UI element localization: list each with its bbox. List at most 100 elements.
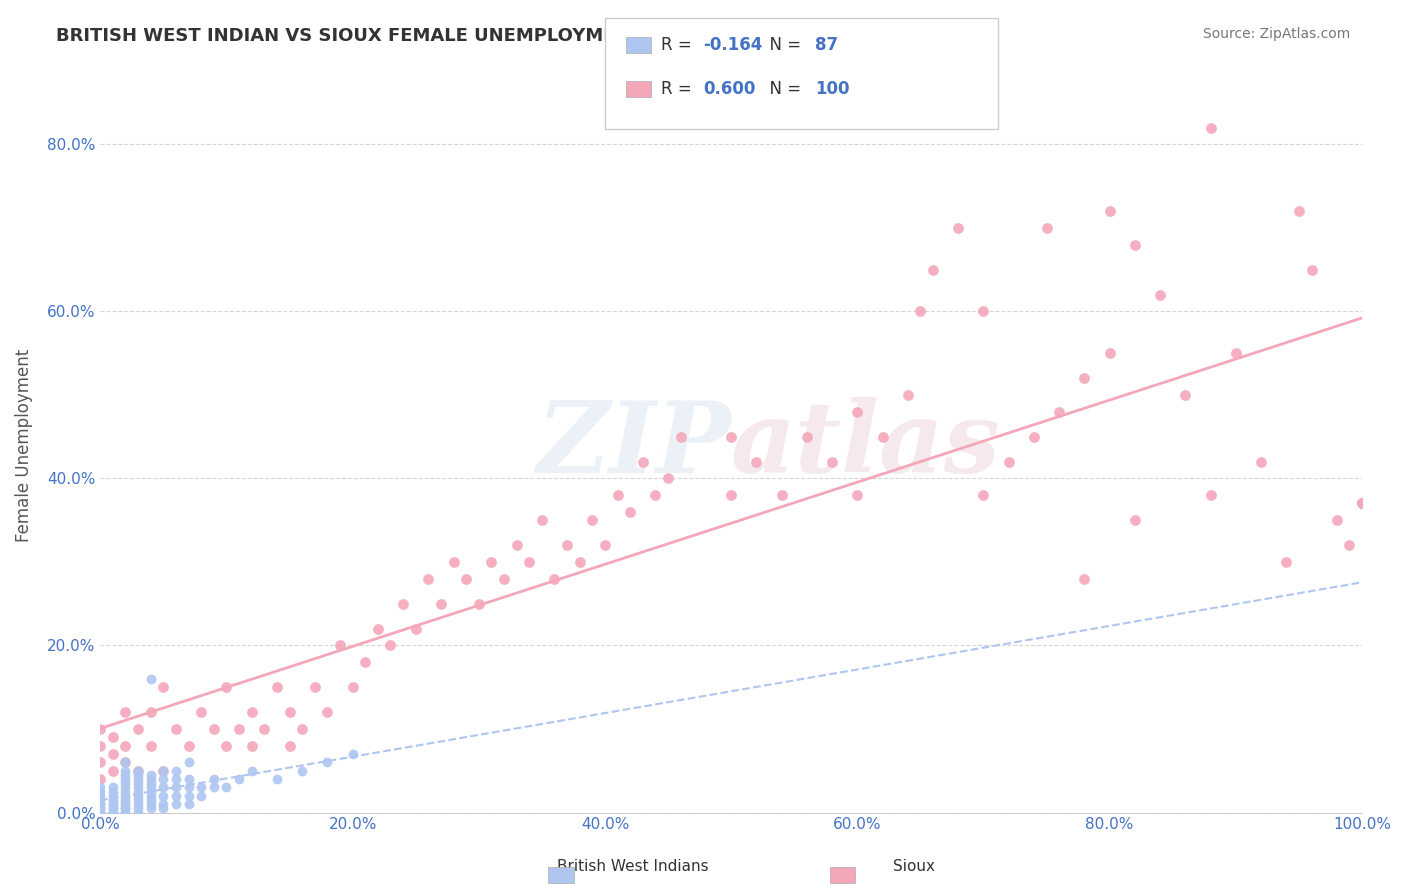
Point	[1288, 204, 1310, 219]
Point	[846, 488, 869, 502]
Point	[910, 304, 932, 318]
Point	[139, 672, 162, 686]
Point	[101, 801, 124, 815]
Point	[720, 430, 742, 444]
Point	[127, 772, 149, 786]
Point	[669, 430, 692, 444]
Point	[127, 801, 149, 815]
Point	[1250, 455, 1272, 469]
Point	[872, 430, 894, 444]
Point	[114, 785, 136, 799]
Point	[127, 768, 149, 782]
Point	[177, 789, 200, 803]
Point	[1225, 346, 1247, 360]
Point	[405, 622, 427, 636]
Point	[555, 538, 578, 552]
Point	[190, 789, 212, 803]
Point	[114, 739, 136, 753]
Text: British West Indians: British West Indians	[557, 859, 709, 874]
Point	[89, 805, 111, 820]
Point	[443, 555, 465, 569]
Point	[139, 793, 162, 807]
Point	[240, 764, 263, 778]
Point	[177, 772, 200, 786]
Point	[139, 768, 162, 782]
Point	[127, 722, 149, 736]
Point	[1022, 430, 1045, 444]
Point	[1351, 496, 1374, 510]
Point	[657, 471, 679, 485]
Point	[89, 805, 111, 820]
Point	[418, 572, 440, 586]
Point	[114, 805, 136, 820]
Point	[101, 764, 124, 778]
Point	[997, 455, 1019, 469]
Point	[240, 706, 263, 720]
Point	[770, 488, 793, 502]
Point	[114, 793, 136, 807]
Point	[316, 756, 339, 770]
Point	[720, 488, 742, 502]
Point	[266, 680, 288, 694]
Point	[240, 739, 263, 753]
Point	[367, 622, 389, 636]
Text: 0.600: 0.600	[703, 80, 755, 98]
Point	[89, 805, 111, 820]
Point	[101, 805, 124, 820]
Point	[215, 680, 238, 694]
Point	[177, 780, 200, 795]
Point	[89, 797, 111, 812]
Point	[278, 739, 301, 753]
Point	[430, 597, 453, 611]
Text: 100: 100	[815, 80, 851, 98]
Point	[202, 722, 225, 736]
Point	[114, 797, 136, 812]
Point	[1339, 538, 1361, 552]
Point	[897, 388, 920, 402]
Point	[619, 505, 641, 519]
Point	[139, 776, 162, 790]
Point	[127, 764, 149, 778]
Point	[101, 797, 124, 812]
Text: -0.164: -0.164	[703, 36, 762, 54]
Point	[1098, 204, 1121, 219]
Point	[266, 772, 288, 786]
Text: ZIP: ZIP	[536, 397, 731, 493]
Point	[89, 793, 111, 807]
Point	[177, 739, 200, 753]
Point	[1351, 496, 1374, 510]
Point	[127, 793, 149, 807]
Point	[1174, 388, 1197, 402]
Point	[1035, 220, 1057, 235]
Point	[304, 680, 326, 694]
Point	[139, 801, 162, 815]
Point	[1073, 572, 1095, 586]
Point	[581, 513, 603, 527]
Point	[139, 797, 162, 812]
Point	[1326, 513, 1348, 527]
Point	[316, 706, 339, 720]
Point	[152, 780, 174, 795]
Text: BRITISH WEST INDIAN VS SIOUX FEMALE UNEMPLOYMENT CORRELATION CHART: BRITISH WEST INDIAN VS SIOUX FEMALE UNEM…	[56, 27, 865, 45]
Point	[1199, 120, 1222, 135]
Point	[1073, 371, 1095, 385]
Point	[644, 488, 666, 502]
Point	[329, 639, 352, 653]
Point	[89, 785, 111, 799]
Point	[89, 780, 111, 795]
Point	[89, 756, 111, 770]
Point	[152, 801, 174, 815]
Point	[89, 772, 111, 786]
Point	[1123, 237, 1146, 252]
Point	[127, 764, 149, 778]
Point	[1199, 488, 1222, 502]
Point	[139, 739, 162, 753]
Point	[1351, 496, 1374, 510]
Point	[354, 655, 377, 669]
Point	[253, 722, 276, 736]
Point	[114, 764, 136, 778]
Point	[215, 739, 238, 753]
Point	[606, 488, 628, 502]
Point	[165, 764, 187, 778]
Point	[101, 785, 124, 799]
